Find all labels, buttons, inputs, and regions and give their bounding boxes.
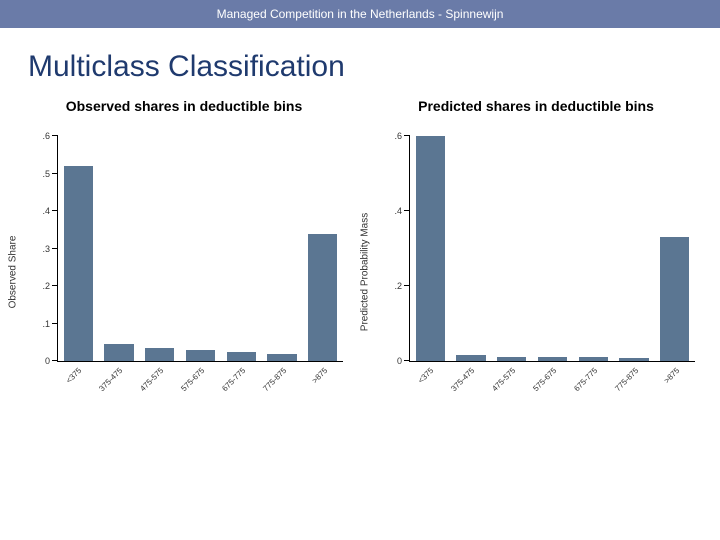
ytick xyxy=(52,135,58,136)
ytick-label: .4 xyxy=(380,206,402,216)
xtick-label: 675-775 xyxy=(220,366,247,393)
ytick-label: .1 xyxy=(28,319,50,329)
bar xyxy=(227,352,256,361)
chart-panel-predicted: Predicted shares in deductible bins Pred… xyxy=(366,98,706,412)
ytick xyxy=(404,360,410,361)
chart-predicted: Predicted Probability Mass 0.2.4.6 <3753… xyxy=(371,132,701,412)
bar xyxy=(538,357,567,361)
ytick-label: .6 xyxy=(28,131,50,141)
bar xyxy=(660,237,689,361)
ytick-label: .4 xyxy=(28,206,50,216)
ytick xyxy=(52,173,58,174)
ytick-label: .2 xyxy=(28,281,50,291)
xtick-label: >875 xyxy=(662,366,681,385)
xtick-label: 575-675 xyxy=(531,366,558,393)
slide-title: Multiclass Classification xyxy=(0,28,720,98)
xtick-label: 775-875 xyxy=(613,366,640,393)
xtick-label: <375 xyxy=(417,366,436,385)
ytick xyxy=(404,210,410,211)
xtick-label: 375-475 xyxy=(98,366,125,393)
xtick-label: 475-575 xyxy=(490,366,517,393)
bar xyxy=(186,350,215,361)
ytick xyxy=(52,285,58,286)
ytick-label: .6 xyxy=(380,131,402,141)
plot-predicted: 0.2.4.6 xyxy=(409,136,695,362)
header-bar: Managed Competition in the Netherlands -… xyxy=(0,0,720,28)
ytick xyxy=(52,360,58,361)
xticks-predicted: <375 375-475 475-575 575-675 675-775 775-875 >… xyxy=(409,362,695,412)
xtick-label: 675-775 xyxy=(572,366,599,393)
ytick xyxy=(404,135,410,136)
chart-title-observed: Observed shares in deductible bins xyxy=(66,98,303,114)
bar xyxy=(456,355,485,361)
xtick-label: 775-875 xyxy=(261,366,288,393)
xtick-label: >875 xyxy=(310,366,329,385)
chart-observed: Observed Share 0.1.2.3.4.5.6 <375375-475… xyxy=(19,132,349,412)
bar xyxy=(579,357,608,361)
ylabel-predicted: Predicted Probability Mass xyxy=(360,213,371,331)
bar xyxy=(64,166,93,361)
ytick xyxy=(404,285,410,286)
ytick xyxy=(52,210,58,211)
header-text: Managed Competition in the Netherlands -… xyxy=(217,7,504,21)
xticks-observed: <375 375-475 475-575 575-675 675-775 775-875 >… xyxy=(57,362,343,412)
charts-row: Observed shares in deductible bins Obser… xyxy=(0,98,720,412)
xtick-label: 575-675 xyxy=(179,366,206,393)
xtick-label: 475-575 xyxy=(138,366,165,393)
ytick xyxy=(52,323,58,324)
chart-title-predicted: Predicted shares in deductible bins xyxy=(418,98,654,114)
ytick-label: .5 xyxy=(28,169,50,179)
bar xyxy=(104,344,133,361)
ytick-label: 0 xyxy=(380,356,402,366)
bar xyxy=(145,348,174,361)
ylabel-observed: Observed Share xyxy=(8,236,19,309)
bar xyxy=(308,234,337,362)
ytick-label: .3 xyxy=(28,244,50,254)
bar xyxy=(267,354,296,362)
chart-panel-observed: Observed shares in deductible bins Obser… xyxy=(14,98,354,412)
bar xyxy=(497,357,526,362)
ytick-label: 0 xyxy=(28,356,50,366)
bar xyxy=(619,358,648,361)
ytick xyxy=(52,248,58,249)
ytick-label: .2 xyxy=(380,281,402,291)
bar xyxy=(416,136,445,361)
xtick-label: <375 xyxy=(65,366,84,385)
plot-observed: 0.1.2.3.4.5.6 xyxy=(57,136,343,362)
xtick-label: 375-475 xyxy=(450,366,477,393)
